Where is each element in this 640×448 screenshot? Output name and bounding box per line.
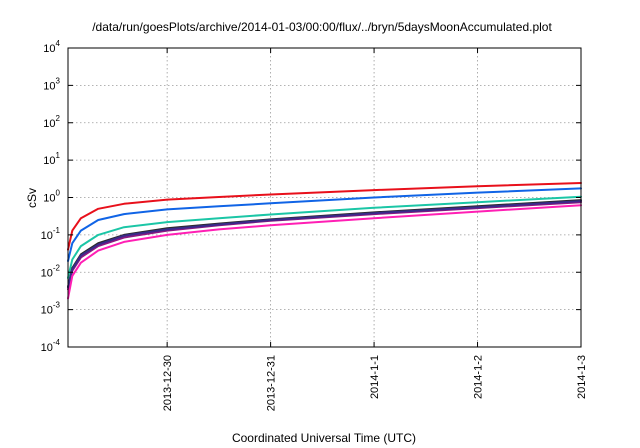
y-tick-label: 10-4 xyxy=(41,338,61,354)
y-tick-label: 10-2 xyxy=(41,263,61,279)
grid xyxy=(68,48,581,347)
y-tick-label: 104 xyxy=(43,39,60,55)
y-tick-label: 101 xyxy=(43,151,60,167)
series-line-7 xyxy=(67,204,582,300)
x-tick-label: 2013-12-30 xyxy=(162,355,174,411)
y-tick-label: 10-1 xyxy=(41,226,61,242)
y-tick-label: 10-3 xyxy=(41,301,61,317)
x-axis-label: Coordinated Universal Time (UTC) xyxy=(232,431,416,445)
series-line-4 xyxy=(67,199,582,289)
series-line-1 xyxy=(67,182,582,251)
y-axis-label: cSv xyxy=(25,188,39,208)
chart-title: /data/run/goesPlots/archive/2014-01-03/0… xyxy=(92,20,552,34)
axes: 10-4 10-3 10-2 10-1 100 101 102 103 104 2013-12-3… xyxy=(41,39,588,411)
series-line-6 xyxy=(67,200,582,289)
y-tick-label: 100 xyxy=(43,189,60,205)
x-tick-label: 2014-1-1 xyxy=(369,355,381,399)
x-tick-label: 2013-12-31 xyxy=(266,355,278,411)
series-line-2 xyxy=(67,187,582,262)
x-tick-label: 2014-1-2 xyxy=(473,355,485,399)
series-line-3 xyxy=(67,195,582,279)
y-tick-label: 103 xyxy=(43,76,60,92)
series-layer xyxy=(67,182,582,300)
y-tick-label: 102 xyxy=(43,114,60,130)
x-tick-label: 2014-1-3 xyxy=(576,355,588,399)
